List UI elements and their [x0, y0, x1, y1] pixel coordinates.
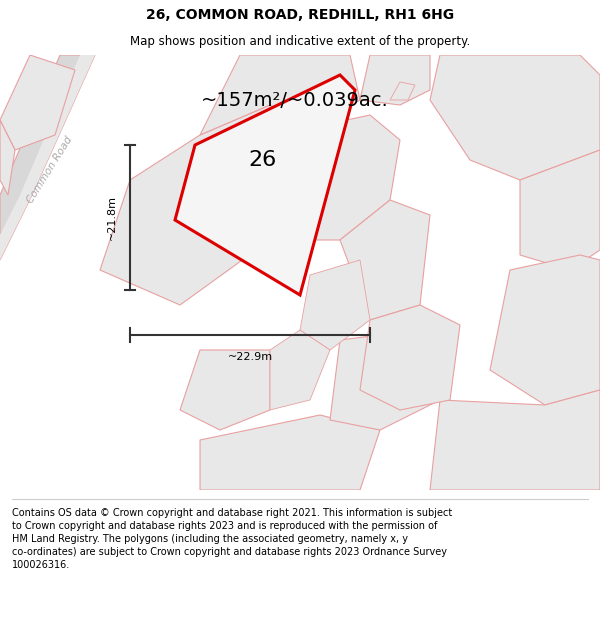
Polygon shape: [520, 150, 600, 270]
Polygon shape: [330, 330, 440, 430]
Polygon shape: [200, 55, 360, 135]
Polygon shape: [0, 120, 15, 195]
Polygon shape: [0, 55, 75, 150]
Polygon shape: [360, 55, 430, 105]
Polygon shape: [175, 75, 355, 295]
Polygon shape: [180, 350, 270, 430]
Polygon shape: [270, 330, 330, 410]
Polygon shape: [270, 115, 400, 240]
Polygon shape: [430, 55, 600, 180]
Polygon shape: [430, 390, 600, 490]
Text: Map shows position and indicative extent of the property.: Map shows position and indicative extent…: [130, 35, 470, 48]
Text: Common Road: Common Road: [25, 135, 74, 205]
Text: 26, COMMON ROAD, REDHILL, RH1 6HG: 26, COMMON ROAD, REDHILL, RH1 6HG: [146, 8, 454, 22]
Text: ~21.8m: ~21.8m: [107, 195, 117, 240]
Text: ~22.9m: ~22.9m: [227, 352, 272, 362]
Polygon shape: [340, 200, 430, 320]
Text: ~157m²/~0.039ac.: ~157m²/~0.039ac.: [201, 91, 389, 109]
Polygon shape: [490, 255, 600, 405]
Polygon shape: [360, 305, 460, 410]
Polygon shape: [300, 260, 370, 350]
Polygon shape: [0, 55, 95, 260]
Polygon shape: [0, 55, 95, 260]
Text: Contains OS data © Crown copyright and database right 2021. This information is : Contains OS data © Crown copyright and d…: [12, 508, 452, 571]
Text: 26: 26: [249, 150, 277, 170]
Polygon shape: [200, 415, 380, 490]
Polygon shape: [390, 82, 415, 100]
Polygon shape: [100, 105, 300, 305]
